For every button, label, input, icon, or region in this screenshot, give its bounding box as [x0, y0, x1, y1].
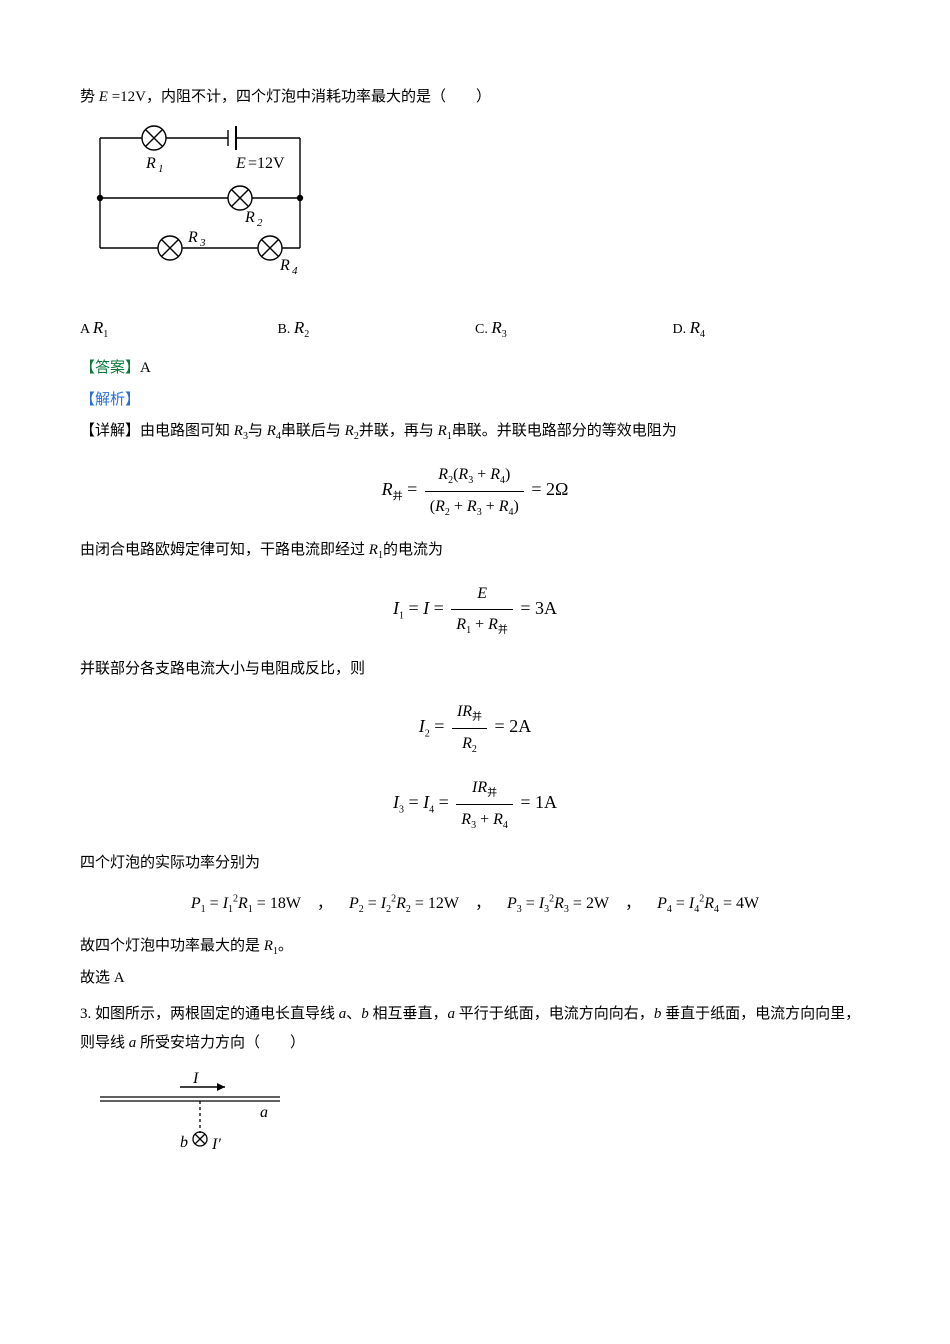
line4: 四个灯泡的实际功率分别为: [80, 849, 870, 878]
eq1: R并 = R2(R3 + R4)(R2 + R3 + R4) = 2Ω: [80, 460, 870, 522]
eq2: I1 = I = ER1 + R并 = 3A: [80, 579, 870, 641]
svg-text:1: 1: [158, 163, 164, 175]
svg-text:I′: I′: [211, 1136, 221, 1153]
svg-text:E: E: [235, 155, 246, 172]
answer: 【答案】A: [80, 354, 870, 383]
conclusion-2: 故选 A: [80, 964, 870, 993]
svg-text:I: I: [192, 1070, 199, 1087]
fig2: I a b I′: [80, 1067, 870, 1168]
svg-text:2: 2: [257, 217, 263, 229]
option-c: C. R3: [475, 312, 673, 344]
line2: 由闭合电路欧姆定律可知，干路电流即经过 R1的电流为: [80, 536, 870, 565]
svg-text:4: 4: [292, 265, 298, 277]
line3: 并联部分各支路电流大小与电阻成反比，则: [80, 655, 870, 684]
analysis: 【解析】: [80, 386, 870, 415]
option-d: D. R4: [673, 312, 871, 344]
circuit-diagram: R1 E=12V R2 R3 R4: [80, 118, 870, 299]
conclusion-1: 故四个灯泡中功率最大的是 R1。: [80, 932, 870, 961]
q3: 3. 如图所示，两根固定的通电长直导线 a、b 相互垂直，a 平行于纸面，电流方…: [80, 1000, 870, 1057]
svg-text:R: R: [187, 229, 198, 246]
detail-1: 【详解】由电路图可知 R3与 R4串联后与 R2并联，再与 R1串联。并联电路部…: [80, 417, 870, 446]
svg-text:R: R: [145, 155, 156, 172]
option-b: B. R2: [278, 312, 476, 344]
svg-text:=12V: =12V: [248, 155, 285, 172]
options-row: A R1 B. R2 C. R3 D. R4: [80, 312, 870, 344]
svg-text:R: R: [279, 257, 290, 274]
intro: 势 E =12V，内阻不计，四个灯泡中消耗功率最大的是（ ）: [80, 83, 870, 112]
svg-text:a: a: [260, 1104, 268, 1121]
eq3: I2 = IR并R2 = 2A: [80, 697, 870, 759]
eq4: I3 = I4 = IR并R3 + R4 = 1A: [80, 773, 870, 835]
svg-text:3: 3: [199, 237, 206, 249]
powers: P1 = I12R1 = 18W， P2 = I22R2 = 12W， P3 =…: [80, 889, 870, 919]
option-a: A R1: [80, 312, 278, 344]
svg-text:R: R: [244, 209, 255, 226]
svg-text:b: b: [180, 1134, 188, 1151]
